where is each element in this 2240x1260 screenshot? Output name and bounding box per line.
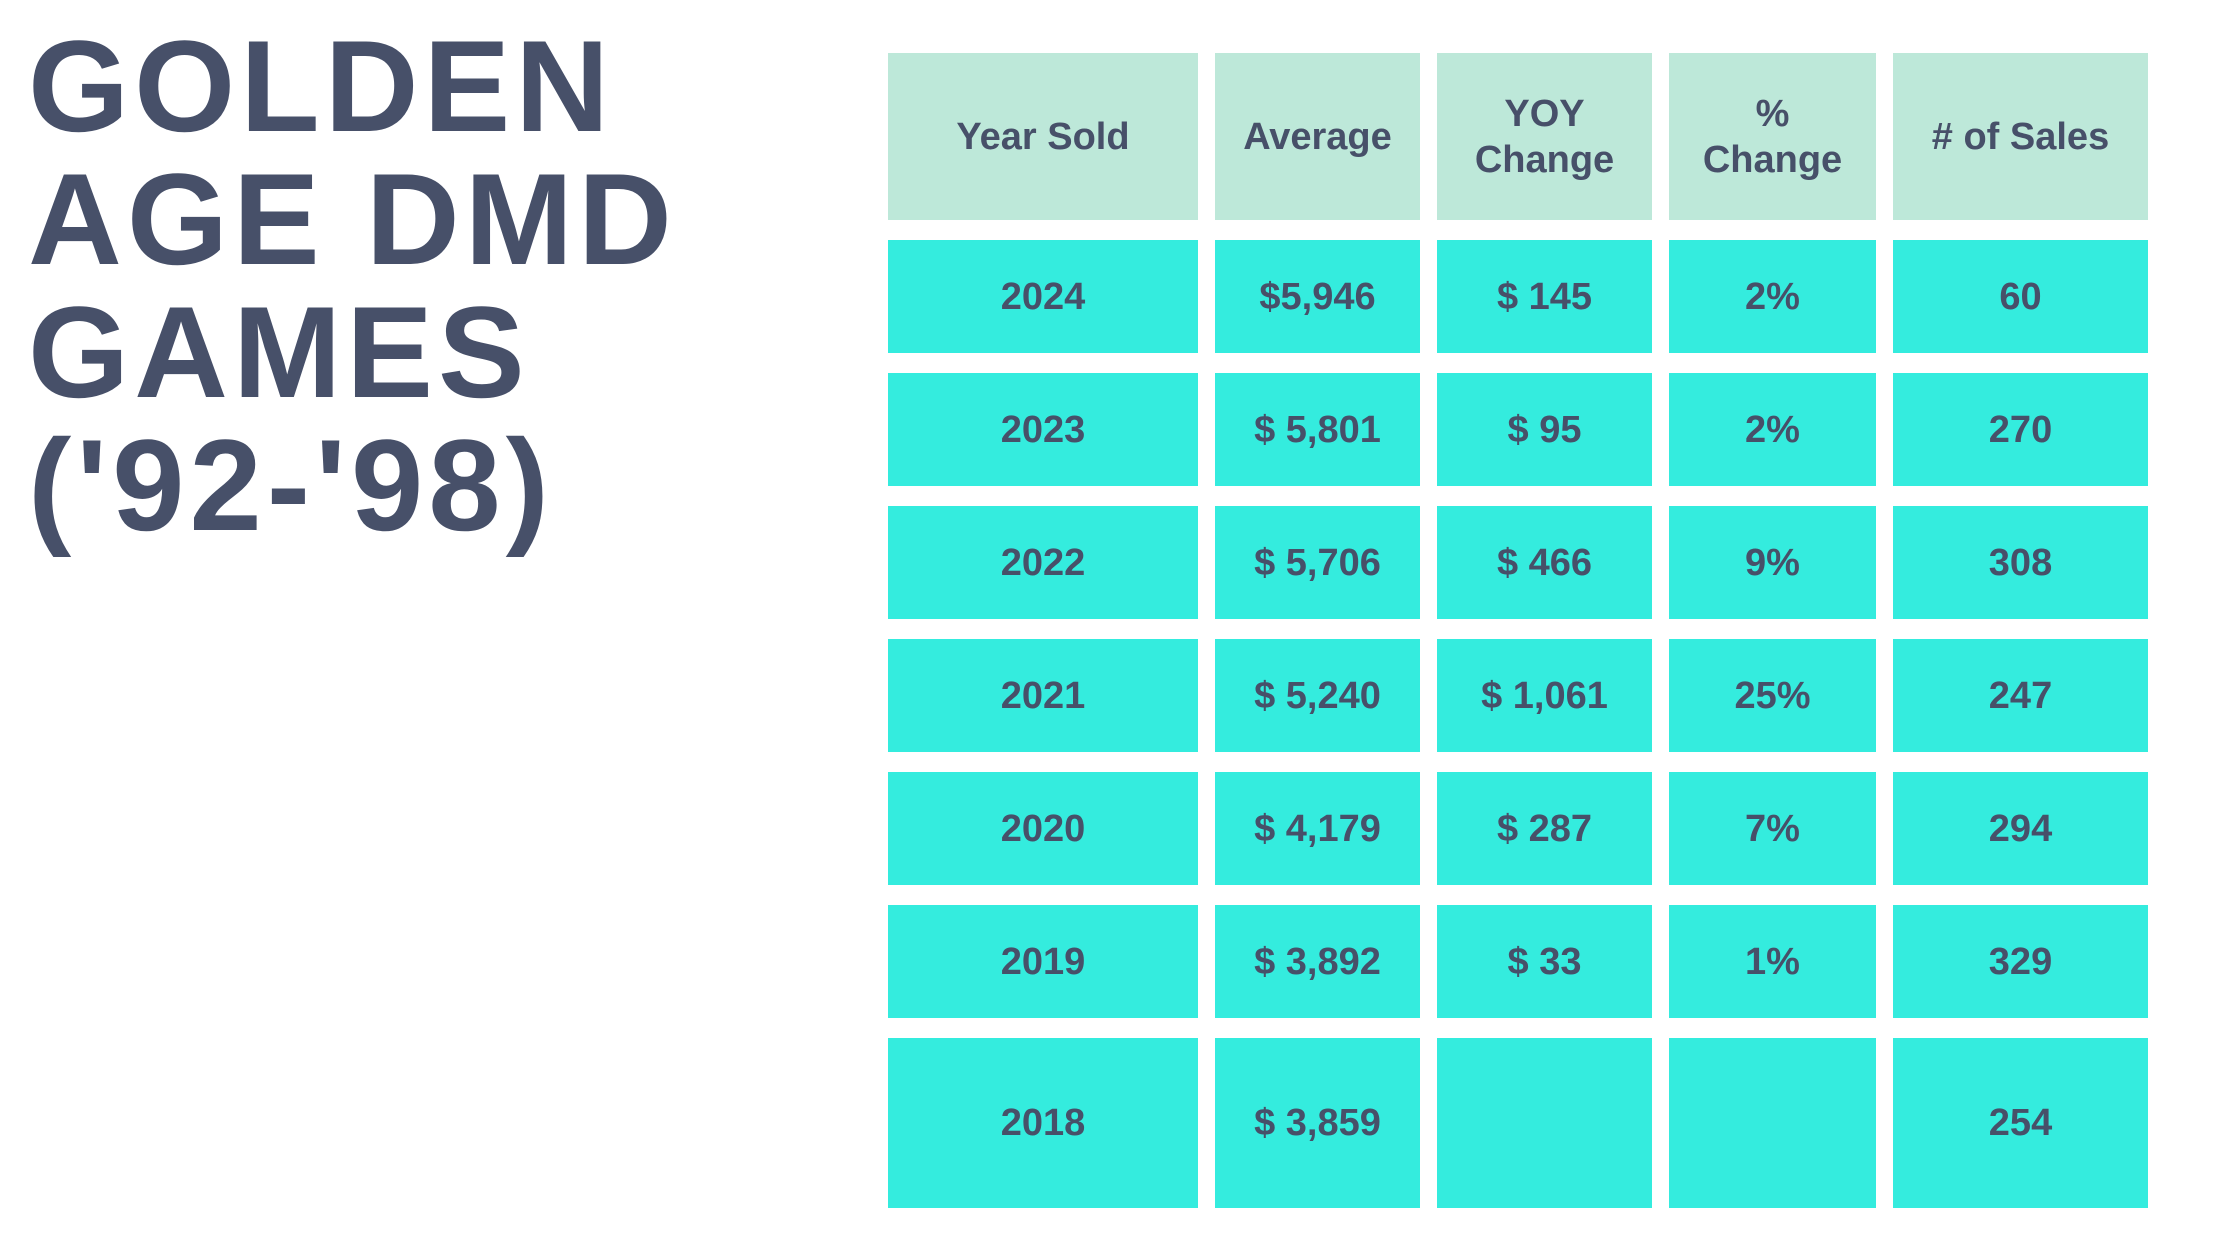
title-line: GOLDEN	[28, 13, 615, 159]
table-cell-2019-average: $ 3,892	[1215, 905, 1420, 1018]
table-cell-2024-average: $5,946	[1215, 240, 1420, 353]
table-cell-2018-of-sales: 254	[1893, 1038, 2148, 1208]
table-cell-2022-of-sales: 308	[1893, 506, 2148, 619]
table-cell-2023-year-sold: 2023	[888, 373, 1198, 486]
sales-table: Year Sold Average YOY Change% Change # of S…	[888, 53, 2148, 1208]
table-cell-2019-yoy-change: $ 33	[1437, 905, 1652, 1018]
table-cell-2020-of-sales: 294	[1893, 772, 2148, 885]
column-header-of-sales: # of Sales	[1893, 53, 2148, 220]
table-cell-2024-of-sales: 60	[1893, 240, 2148, 353]
table-cell-2018-change	[1669, 1038, 1876, 1208]
table-cell-2021-year-sold: 2021	[888, 639, 1198, 752]
table-cell-2023-change: 2%	[1669, 373, 1876, 486]
table-cell-2023-yoy-change: $ 95	[1437, 373, 1652, 486]
column-header-average: Average	[1215, 53, 1420, 220]
table-cell-2021-change: 25%	[1669, 639, 1876, 752]
table-cell-2020-average: $ 4,179	[1215, 772, 1420, 885]
table-cell-2024-change: 2%	[1669, 240, 1876, 353]
table-cell-2023-of-sales: 270	[1893, 373, 2148, 486]
title-line: ('92-'98)	[28, 412, 554, 558]
table-cell-2019-of-sales: 329	[1893, 905, 2148, 1018]
title-line: AGE DMD	[28, 146, 677, 292]
table-cell-2020-change: 7%	[1669, 772, 1876, 885]
table-cell-2021-average: $ 5,240	[1215, 639, 1420, 752]
table-cell-2018-average: $ 3,859	[1215, 1038, 1420, 1208]
table-cell-2019-year-sold: 2019	[888, 905, 1198, 1018]
table-cell-2022-change: 9%	[1669, 506, 1876, 619]
table-cell-2021-yoy-change: $ 1,061	[1437, 639, 1652, 752]
table-cell-2018-year-sold: 2018	[888, 1038, 1198, 1208]
table-cell-2021-of-sales: 247	[1893, 639, 2148, 752]
table-cell-2024-year-sold: 2024	[888, 240, 1198, 353]
page-title: GOLDEN AGE DMD GAMES ('92-'98)	[28, 20, 677, 552]
column-header-year-sold: Year Sold	[888, 53, 1198, 220]
table-cell-2022-average: $ 5,706	[1215, 506, 1420, 619]
table-cell-2020-yoy-change: $ 287	[1437, 772, 1652, 885]
table-cell-2022-year-sold: 2022	[888, 506, 1198, 619]
table-cell-2024-yoy-change: $ 145	[1437, 240, 1652, 353]
table-cell-2023-average: $ 5,801	[1215, 373, 1420, 486]
title-line: GAMES	[28, 279, 530, 425]
column-header-yoy-change: YOY Change	[1437, 53, 1652, 220]
table-cell-2020-year-sold: 2020	[888, 772, 1198, 885]
table-cell-2022-yoy-change: $ 466	[1437, 506, 1652, 619]
column-header-change: % Change	[1669, 53, 1876, 220]
table-cell-2019-change: 1%	[1669, 905, 1876, 1018]
table-cell-2018-yoy-change	[1437, 1038, 1652, 1208]
